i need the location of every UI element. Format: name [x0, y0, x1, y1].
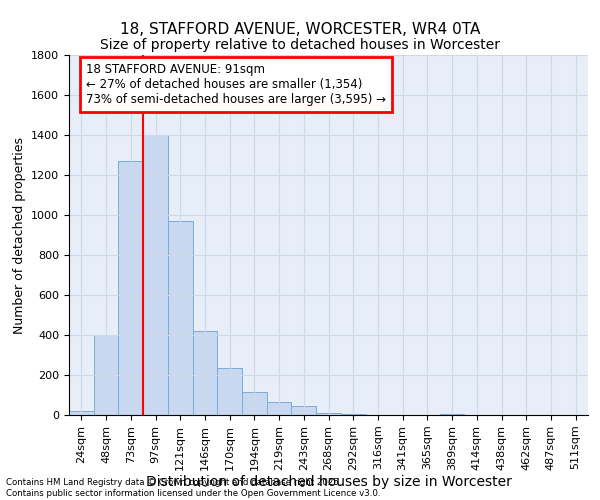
Bar — [168, 221, 193, 415]
Bar — [267, 402, 292, 415]
Text: 18, STAFFORD AVENUE, WORCESTER, WR4 0TA: 18, STAFFORD AVENUE, WORCESTER, WR4 0TA — [120, 22, 480, 38]
Bar — [440, 414, 464, 415]
Text: Contains HM Land Registry data © Crown copyright and database right 2025.
Contai: Contains HM Land Registry data © Crown c… — [6, 478, 380, 498]
Text: Size of property relative to detached houses in Worcester: Size of property relative to detached ho… — [100, 38, 500, 52]
Bar — [94, 335, 118, 415]
Bar — [242, 392, 267, 415]
X-axis label: Distribution of detached houses by size in Worcester: Distribution of detached houses by size … — [146, 476, 511, 490]
Bar — [341, 414, 365, 415]
Bar — [69, 411, 94, 415]
Bar — [193, 331, 217, 415]
Text: 18 STAFFORD AVENUE: 91sqm
← 27% of detached houses are smaller (1,354)
73% of se: 18 STAFFORD AVENUE: 91sqm ← 27% of detac… — [86, 63, 386, 106]
Y-axis label: Number of detached properties: Number of detached properties — [13, 136, 26, 334]
Bar — [217, 368, 242, 415]
Bar — [292, 406, 316, 415]
Bar — [143, 135, 168, 415]
Bar — [316, 413, 341, 415]
Bar — [118, 161, 143, 415]
